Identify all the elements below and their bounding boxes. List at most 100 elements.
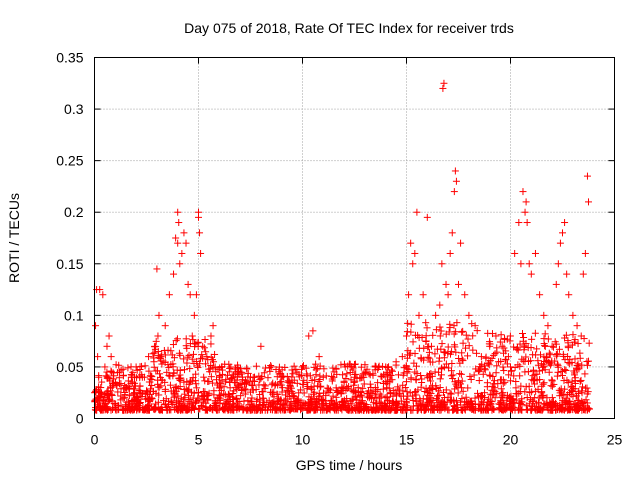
data-point — [343, 370, 351, 378]
data-point — [436, 301, 444, 309]
data-point — [578, 361, 586, 369]
data-point — [403, 332, 410, 340]
data-point — [333, 406, 341, 414]
data-point — [569, 385, 577, 393]
data-point — [107, 406, 115, 414]
data-point — [427, 390, 435, 398]
data-point — [556, 392, 564, 400]
data-point — [319, 373, 327, 381]
data-point — [545, 349, 553, 357]
data-point — [189, 403, 197, 411]
data-point — [481, 366, 489, 374]
data-point — [138, 389, 146, 397]
data-point — [143, 387, 151, 395]
data-point — [464, 335, 472, 343]
data-point — [146, 385, 154, 393]
data-point — [479, 370, 487, 378]
data-point — [187, 388, 195, 396]
data-point — [222, 376, 230, 384]
data-point — [200, 392, 208, 400]
data-point — [200, 373, 208, 381]
data-point — [284, 377, 292, 385]
data-point — [477, 353, 485, 361]
data-point — [144, 396, 152, 404]
data-point — [220, 390, 228, 398]
data-point — [290, 394, 298, 402]
data-point — [103, 368, 111, 376]
data-point — [559, 401, 567, 409]
data-point — [154, 380, 162, 388]
data-point — [452, 348, 460, 356]
data-point — [351, 373, 358, 381]
data-point — [319, 389, 327, 397]
data-point — [186, 378, 194, 386]
data-point — [103, 390, 111, 398]
data-point — [537, 392, 545, 400]
data-point — [125, 392, 133, 400]
y-tick-label: 0.35 — [56, 50, 83, 66]
data-point — [177, 397, 185, 405]
data-point — [429, 396, 437, 404]
data-point — [497, 385, 505, 393]
data-point — [408, 392, 416, 400]
data-point — [169, 360, 177, 368]
data-point — [533, 345, 541, 353]
data-point — [122, 384, 130, 392]
data-point — [202, 360, 210, 368]
data-point — [371, 363, 379, 371]
data-point — [464, 384, 472, 392]
data-point — [465, 342, 473, 350]
data-point — [566, 355, 574, 363]
data-point — [289, 404, 297, 412]
data-point — [368, 395, 376, 403]
data-point — [174, 208, 182, 216]
data-point — [243, 364, 251, 372]
data-point — [307, 396, 315, 404]
data-point — [97, 406, 105, 414]
data-point — [198, 351, 206, 359]
data-point — [492, 332, 500, 340]
data-point — [458, 349, 466, 357]
data-point — [189, 336, 197, 344]
x-tick-label: 25 — [607, 432, 623, 448]
data-point — [412, 376, 420, 384]
data-point — [407, 239, 415, 247]
data-point — [504, 353, 512, 361]
data-point — [402, 378, 410, 386]
data-point — [165, 291, 173, 299]
data-point — [150, 349, 158, 357]
data-point — [583, 399, 591, 407]
data-point — [413, 406, 421, 414]
data-point — [552, 350, 560, 358]
data-point — [563, 376, 571, 384]
data-point — [385, 369, 393, 377]
data-point — [181, 394, 189, 402]
data-point — [128, 373, 136, 381]
data-point — [527, 344, 535, 352]
data-point — [372, 400, 380, 408]
data-point — [166, 372, 174, 380]
data-point — [506, 337, 514, 345]
data-point — [552, 280, 560, 288]
data-point — [439, 84, 447, 92]
data-point — [277, 378, 285, 386]
data-point — [221, 391, 229, 399]
data-point — [450, 188, 458, 196]
data-point — [220, 383, 228, 391]
x-tick-label: 0 — [91, 432, 99, 448]
data-point — [356, 406, 364, 414]
data-point — [326, 406, 334, 414]
data-point — [367, 383, 375, 391]
data-point — [279, 384, 287, 392]
data-point — [490, 386, 498, 394]
data-point — [565, 291, 573, 299]
data-point — [209, 322, 217, 330]
data-point — [403, 403, 411, 411]
data-point — [171, 403, 179, 411]
data-point — [467, 376, 475, 384]
data-point — [337, 361, 345, 369]
data-point — [289, 389, 297, 397]
data-point — [307, 384, 315, 392]
data-point — [437, 327, 445, 335]
data-point — [339, 371, 347, 379]
